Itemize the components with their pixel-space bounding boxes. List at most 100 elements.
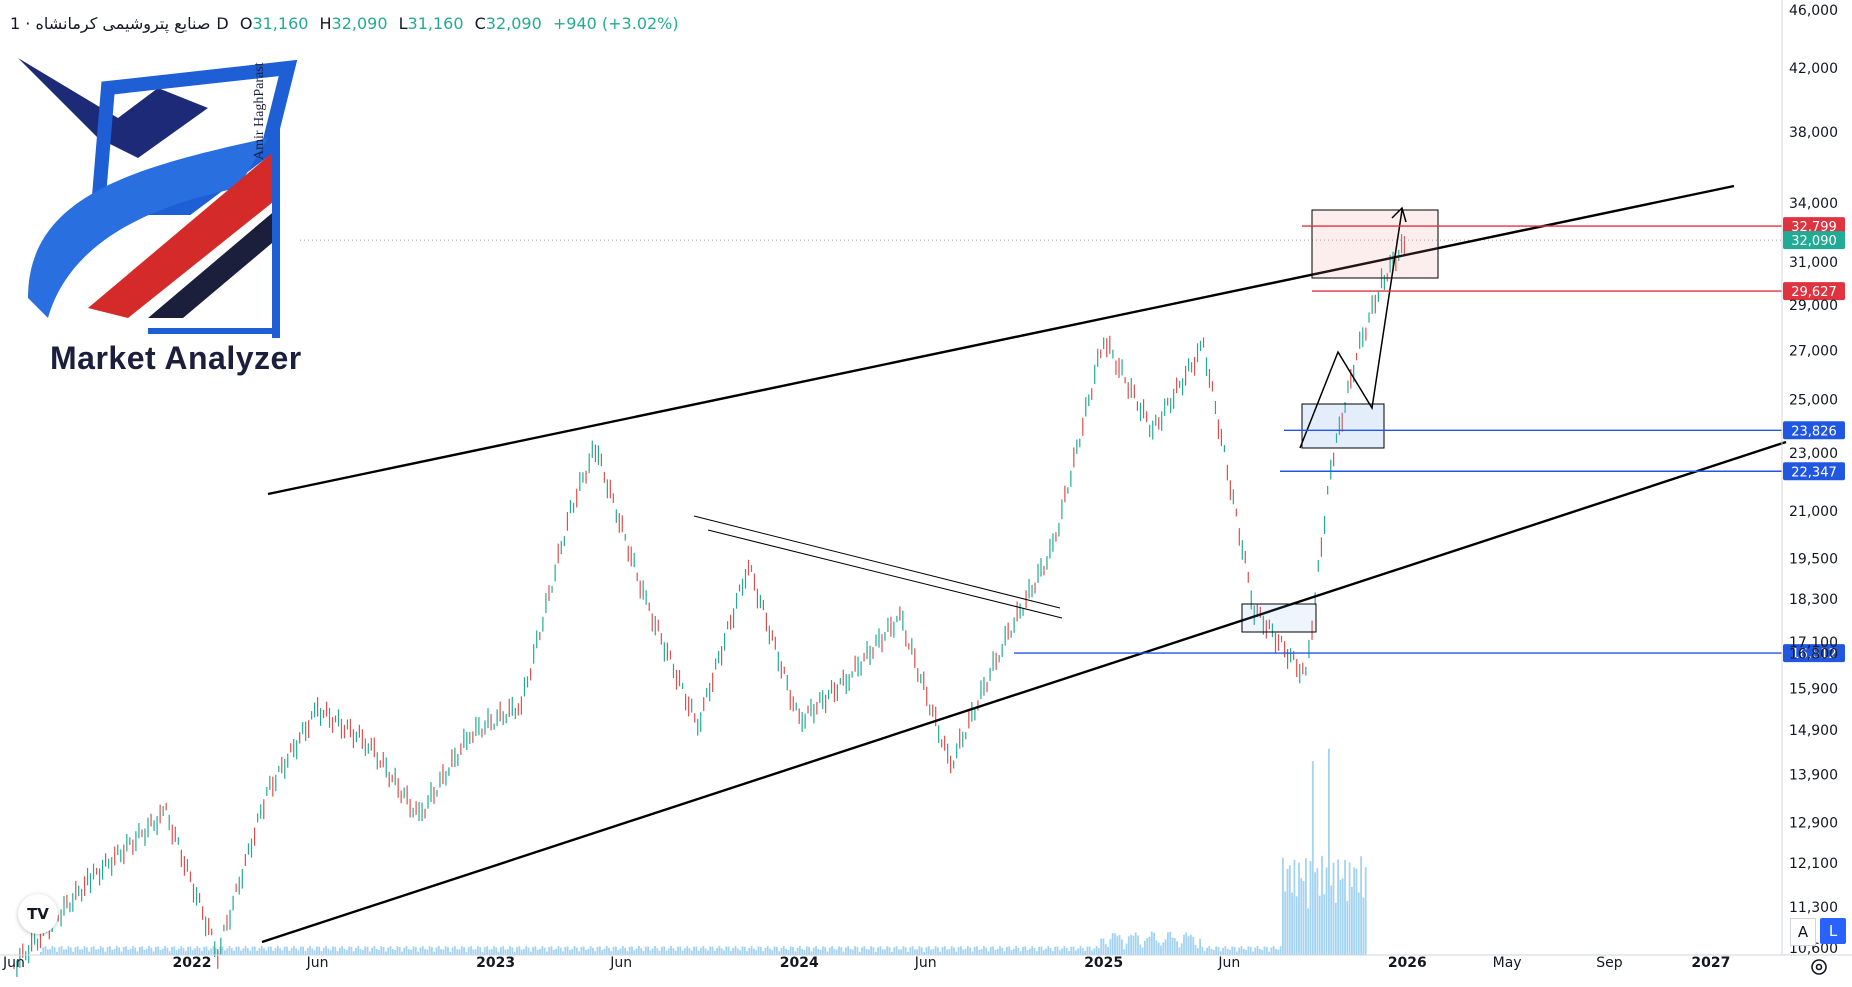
volume-bar <box>207 950 210 955</box>
base-zone-box[interactable] <box>1241 603 1317 633</box>
volume-bar <box>1360 856 1362 955</box>
volume-bar <box>134 947 137 955</box>
volume-bar <box>440 949 442 955</box>
high-value: 32,090 <box>331 14 388 33</box>
volume-bar <box>72 951 74 955</box>
volume-bar <box>684 948 686 955</box>
volume-bar <box>1201 946 1204 955</box>
volume-bar <box>477 946 479 955</box>
upper-channel-line[interactable] <box>267 184 1735 496</box>
volume-bar <box>1277 949 1280 955</box>
volume-bar <box>987 951 990 955</box>
volume-bar <box>210 948 212 955</box>
volume-bar <box>704 948 707 955</box>
volume-bar <box>1272 946 1275 955</box>
auto-scale-button[interactable]: A <box>1790 918 1816 946</box>
volume-bar <box>953 947 955 955</box>
volume-bar <box>801 948 804 955</box>
trendline-drawings[interactable] <box>261 184 1787 944</box>
volume-bar <box>1298 862 1300 955</box>
volume-bar <box>166 947 169 955</box>
volume-bar <box>109 946 111 955</box>
lower-channel-line[interactable] <box>261 440 1787 944</box>
wedge-line-upper[interactable] <box>693 515 1061 609</box>
volume-bar <box>226 948 229 955</box>
volume-bar <box>74 947 77 955</box>
volume-bar <box>1164 939 1167 955</box>
interval-label[interactable]: · 1D <box>10 14 229 33</box>
volume-bar <box>736 948 739 955</box>
volume-bar <box>548 947 551 955</box>
volume-bar <box>1295 896 1298 955</box>
volume-bar <box>805 946 808 955</box>
volume-bar <box>251 946 254 955</box>
volume-bar <box>792 946 794 955</box>
volume-bar <box>575 947 578 955</box>
volume-bar <box>835 949 838 955</box>
volume-bar <box>562 951 564 955</box>
tradingview-logo[interactable]: TV <box>18 894 58 934</box>
volume-bar <box>1061 948 1063 955</box>
volume-bar <box>730 950 732 955</box>
support-zone-box[interactable] <box>1301 403 1385 449</box>
volume-bar <box>580 946 583 955</box>
volume-bar <box>203 946 206 955</box>
volume-bar <box>460 946 463 955</box>
volume-bar <box>267 946 270 955</box>
volume-bar <box>1357 892 1360 955</box>
volume-bar <box>1010 950 1013 955</box>
x-tick-label: Jun <box>914 955 937 971</box>
settings-gear-icon[interactable] <box>1808 956 1830 978</box>
volume-bar <box>1293 859 1296 955</box>
volume-bar <box>702 946 705 955</box>
volume-bar <box>1137 935 1139 955</box>
y-tick-label: 31,000 <box>1789 255 1838 271</box>
volume-bar <box>658 950 661 955</box>
volume-bar <box>1341 878 1344 955</box>
volume-bar <box>559 947 562 955</box>
log-scale-button[interactable]: L <box>1820 918 1846 944</box>
volume-bar <box>1190 934 1192 955</box>
volume-bar <box>375 948 378 955</box>
volume-bar <box>46 949 49 955</box>
volume-bar <box>118 947 120 955</box>
volume-bar <box>647 946 649 955</box>
volume-bar <box>635 948 638 955</box>
volume-bar <box>966 946 969 955</box>
volume-bar <box>373 946 376 955</box>
volume-bar <box>918 946 921 955</box>
volume-bar <box>1302 880 1305 955</box>
wedge-line-lower[interactable] <box>707 529 1063 619</box>
volume-bar <box>1111 933 1114 955</box>
y-tick-label: 13,900 <box>1789 768 1838 784</box>
symbol-name[interactable]: صنایع پتروشیمی کرمانشاه <box>35 14 211 33</box>
volume-bar <box>1148 936 1151 955</box>
volume-bar <box>1015 946 1017 955</box>
volume-bar <box>40 952 42 955</box>
volume-bar <box>122 947 125 955</box>
price-label: 23,826 <box>1791 424 1837 439</box>
volume-bar <box>1160 945 1162 955</box>
volume-bar <box>99 946 102 955</box>
volume-bar <box>293 946 295 955</box>
volume-bar <box>589 946 592 955</box>
volume-bar <box>541 946 544 955</box>
volume-bar <box>716 948 718 955</box>
volume-bar <box>1222 947 1224 955</box>
volume-bar <box>1072 946 1075 955</box>
volume-bar <box>1309 861 1312 955</box>
volume-bar <box>297 950 300 955</box>
price-series <box>13 234 1782 977</box>
volume-bar <box>1348 862 1351 955</box>
volume-bar <box>1194 944 1197 955</box>
volume-bar <box>849 949 852 955</box>
resistance-zone-box[interactable] <box>1311 209 1439 279</box>
volume-bar <box>237 946 240 955</box>
x-tick-label: Jun <box>1217 955 1240 971</box>
volume-bar <box>428 946 431 955</box>
volume-bar <box>619 948 622 955</box>
volume-bar <box>909 947 912 955</box>
projection-path[interactable] <box>1299 209 1403 449</box>
x-tick-label: 2022 <box>172 955 211 971</box>
